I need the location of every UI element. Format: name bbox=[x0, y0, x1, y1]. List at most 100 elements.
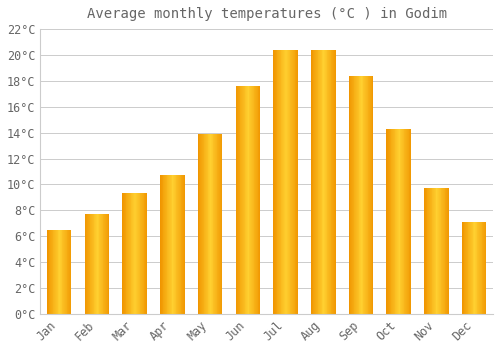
Bar bbox=[282, 50, 283, 314]
Bar bbox=[243, 86, 244, 314]
Bar bbox=[362, 76, 364, 314]
Bar bbox=[97, 214, 98, 314]
Bar bbox=[218, 134, 219, 314]
Bar bbox=[58, 230, 59, 314]
Bar bbox=[102, 214, 104, 314]
Bar bbox=[236, 86, 237, 314]
Bar bbox=[425, 188, 426, 314]
Bar bbox=[278, 50, 279, 314]
Bar bbox=[216, 134, 218, 314]
Bar bbox=[294, 50, 296, 314]
Bar bbox=[326, 50, 328, 314]
Bar bbox=[364, 76, 365, 314]
Bar bbox=[465, 222, 466, 314]
Bar bbox=[125, 194, 126, 314]
Bar bbox=[182, 175, 183, 314]
Bar bbox=[168, 175, 169, 314]
Bar bbox=[318, 50, 319, 314]
Bar bbox=[70, 230, 72, 314]
Bar bbox=[389, 129, 390, 314]
Bar bbox=[244, 86, 246, 314]
Bar bbox=[104, 214, 105, 314]
Bar bbox=[55, 230, 56, 314]
Bar bbox=[472, 222, 474, 314]
Bar bbox=[468, 222, 469, 314]
Bar bbox=[332, 50, 333, 314]
Bar bbox=[164, 175, 165, 314]
Bar bbox=[141, 194, 142, 314]
Bar bbox=[403, 129, 404, 314]
Bar bbox=[288, 50, 289, 314]
Bar bbox=[372, 76, 374, 314]
Bar bbox=[48, 230, 50, 314]
Bar bbox=[47, 230, 48, 314]
Bar bbox=[315, 50, 316, 314]
Bar bbox=[108, 214, 109, 314]
Bar bbox=[439, 188, 440, 314]
Bar bbox=[207, 134, 208, 314]
Bar bbox=[390, 129, 392, 314]
Bar bbox=[401, 129, 402, 314]
Bar bbox=[162, 175, 164, 314]
Bar bbox=[174, 175, 175, 314]
Bar bbox=[254, 86, 255, 314]
Bar bbox=[428, 188, 429, 314]
Bar bbox=[475, 222, 476, 314]
Bar bbox=[212, 134, 214, 314]
Bar bbox=[64, 230, 65, 314]
Bar bbox=[356, 76, 357, 314]
Bar bbox=[371, 76, 372, 314]
Bar bbox=[51, 230, 52, 314]
Bar bbox=[208, 134, 210, 314]
Bar bbox=[106, 214, 108, 314]
Bar bbox=[368, 76, 369, 314]
Bar bbox=[408, 129, 410, 314]
Bar bbox=[312, 50, 314, 314]
Bar bbox=[246, 86, 247, 314]
Bar bbox=[444, 188, 446, 314]
Bar bbox=[91, 214, 92, 314]
Bar bbox=[124, 194, 125, 314]
Bar bbox=[462, 222, 464, 314]
Bar bbox=[470, 222, 471, 314]
Bar bbox=[430, 188, 432, 314]
Bar bbox=[353, 76, 354, 314]
Bar bbox=[66, 230, 68, 314]
Bar bbox=[100, 214, 101, 314]
Bar bbox=[202, 134, 203, 314]
Bar bbox=[358, 76, 360, 314]
Bar bbox=[205, 134, 206, 314]
Bar bbox=[257, 86, 258, 314]
Bar bbox=[86, 214, 87, 314]
Bar bbox=[101, 214, 102, 314]
Bar bbox=[397, 129, 398, 314]
Bar bbox=[126, 194, 128, 314]
Bar bbox=[292, 50, 293, 314]
Bar bbox=[250, 86, 251, 314]
Bar bbox=[198, 134, 200, 314]
Bar bbox=[429, 188, 430, 314]
Bar bbox=[62, 230, 64, 314]
Bar bbox=[293, 50, 294, 314]
Bar bbox=[92, 214, 93, 314]
Bar bbox=[161, 175, 162, 314]
Bar bbox=[436, 188, 438, 314]
Bar bbox=[275, 50, 276, 314]
Bar bbox=[366, 76, 368, 314]
Bar bbox=[138, 194, 140, 314]
Bar bbox=[166, 175, 168, 314]
Bar bbox=[402, 129, 403, 314]
Bar bbox=[330, 50, 332, 314]
Bar bbox=[206, 134, 207, 314]
Bar bbox=[170, 175, 172, 314]
Bar bbox=[471, 222, 472, 314]
Bar bbox=[256, 86, 257, 314]
Bar bbox=[286, 50, 287, 314]
Bar bbox=[361, 76, 362, 314]
Bar bbox=[242, 86, 243, 314]
Title: Average monthly temperatures (°C ) in Godim: Average monthly temperatures (°C ) in Go… bbox=[86, 7, 446, 21]
Bar bbox=[93, 214, 94, 314]
Bar bbox=[240, 86, 242, 314]
Bar bbox=[351, 76, 352, 314]
Bar bbox=[482, 222, 483, 314]
